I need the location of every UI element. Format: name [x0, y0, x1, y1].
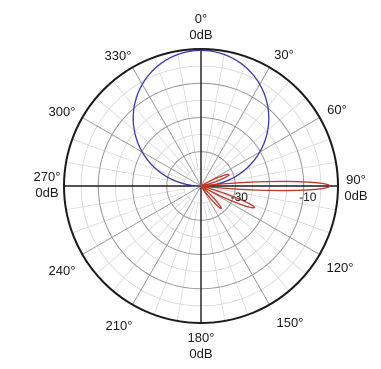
radial-tick-label: -30: [231, 190, 249, 204]
pattern-lobe: [200, 185, 222, 210]
angle-tick-label: 210°: [106, 318, 133, 333]
minor-grid-spoke: [153, 57, 196, 171]
minor-grid-spoke: [203, 51, 226, 170]
minor-grid-spoke: [176, 51, 199, 170]
angle-tick-label: 180°: [188, 330, 215, 345]
pattern-lobe: [200, 185, 256, 209]
angle-tick-label: 240°: [49, 263, 76, 278]
radial-tick-label: -10: [299, 190, 317, 204]
minor-grid-spoke: [66, 161, 185, 184]
outer-circle: [63, 48, 339, 324]
pattern-cardioid: [132, 49, 270, 187]
minor-grid-spoke: [206, 201, 249, 315]
angle-tick-label: 0°: [195, 11, 207, 26]
minor-grid-spoke: [217, 188, 336, 211]
major-grid-spoke: [200, 185, 320, 255]
db-direction-label: 0dB: [189, 346, 212, 361]
db-direction-label: 0dB: [189, 27, 212, 42]
minor-grid-spoke: [206, 57, 249, 171]
pattern-lobe: [200, 180, 331, 192]
polar-grid: [63, 48, 339, 324]
major-grid-spoke: [200, 67, 270, 187]
minor-grid-spoke: [112, 80, 191, 174]
major-grid-spoke: [132, 67, 202, 187]
pattern-lobe: [200, 173, 230, 187]
minor-grid-spoke: [112, 198, 191, 292]
minor-grid-spoke: [72, 191, 186, 234]
minor-grid-spoke: [72, 138, 186, 181]
db-direction-label: 0dB: [35, 185, 58, 200]
minor-grid-spoke: [216, 191, 330, 234]
angle-tick-label: 330°: [105, 48, 132, 63]
minor-grid-spoke: [211, 80, 290, 174]
minor-grid-spoke: [211, 198, 290, 292]
series-layer: [132, 49, 331, 210]
minor-grid-spoke: [213, 196, 307, 275]
db-direction-label: 0dB: [344, 188, 367, 203]
minor-grid-spoke: [153, 201, 196, 315]
minor-grid-spoke: [95, 97, 189, 176]
angle-tick-label: 30°: [274, 47, 294, 62]
minor-grid-spoke: [216, 138, 330, 181]
major-grid-spoke: [82, 185, 202, 255]
minor-grid-spoke: [213, 97, 307, 176]
angle-tick-label: 60°: [327, 102, 347, 117]
angle-tick-label: 120°: [327, 260, 354, 275]
minor-grid-spoke: [66, 188, 185, 211]
major-grid-spoke: [132, 185, 202, 305]
minor-grid-spoke: [217, 161, 336, 184]
label-layer: 0° 30° 60° 90° 120° 150° 180° 210° 240° 270° 300° 3…: [34, 11, 368, 361]
minor-grid-spoke: [203, 202, 226, 321]
minor-grid-spoke: [176, 202, 199, 321]
angle-tick-label: 150°: [277, 315, 304, 330]
angle-tick-label: 300°: [49, 104, 76, 119]
angle-tick-label: 90°: [346, 172, 366, 187]
angle-tick-label: 270°: [34, 169, 61, 184]
major-grid-spoke: [200, 185, 270, 305]
minor-grid-spoke: [95, 196, 189, 275]
